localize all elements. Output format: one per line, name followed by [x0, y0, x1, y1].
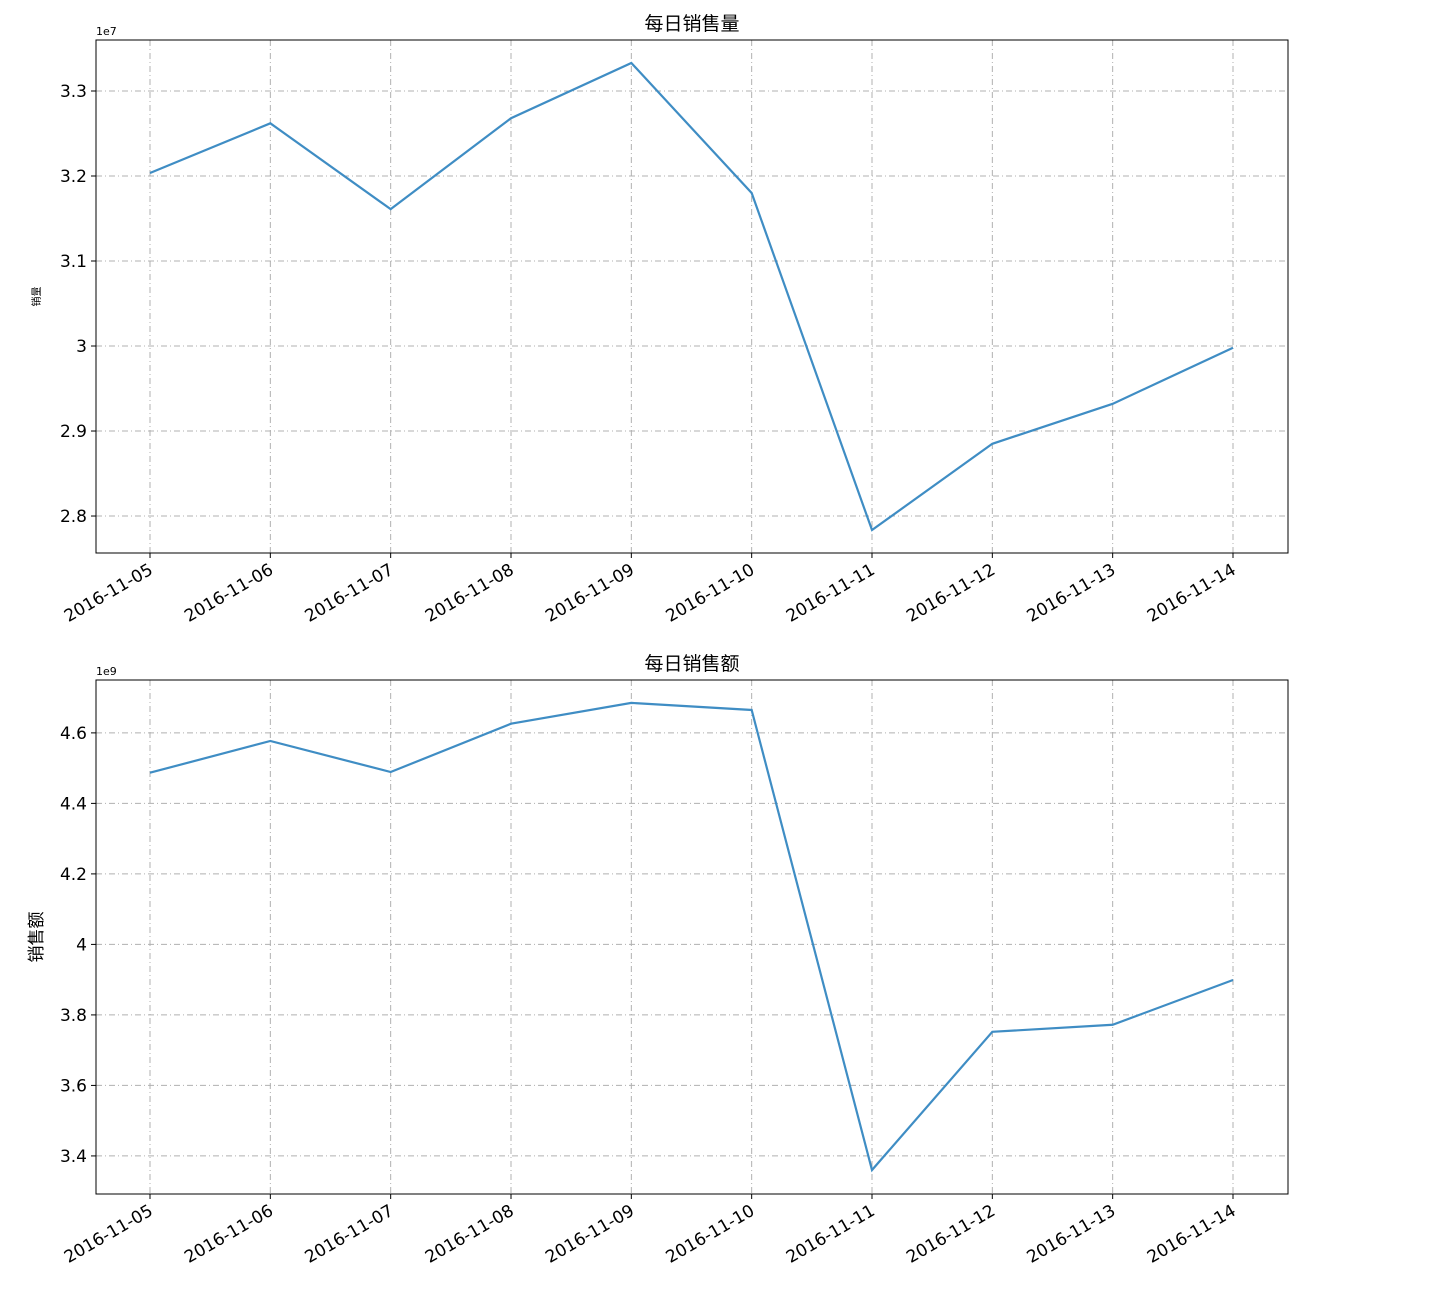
- y-tick-label: 4.6: [60, 724, 87, 744]
- x-tick-label: 2016-11-07: [302, 1201, 398, 1268]
- plot-frame: [95, 39, 1289, 554]
- x-tick-label: 2016-11-07: [302, 560, 398, 627]
- subplot: 每日销售量 1e7 销量 2.8 2.9 3 3.1 3.2 3.3 2016-11-05 2016…: [30, 13, 1289, 627]
- x-tick-label: 2016-11-11: [783, 1201, 879, 1268]
- y-tick-label: 3.8: [60, 1006, 87, 1026]
- x-tick-label: 2016-11-09: [542, 560, 638, 627]
- y-tick-label: 3.2: [60, 167, 87, 187]
- chart-title: 每日销售量: [644, 13, 739, 35]
- x-tick-label: 2016-11-05: [61, 1201, 157, 1268]
- x-tick-label: 2016-11-10: [663, 560, 759, 627]
- y-tick-label: 2.9: [60, 422, 87, 442]
- y-tick-label: 3.3: [60, 82, 87, 102]
- y-tick-label: 3.6: [60, 1076, 87, 1096]
- offset-label: 1e7: [96, 25, 117, 38]
- data-line: [149, 701, 1234, 1173]
- x-tick-label: 2016-11-12: [903, 560, 999, 627]
- x-tick-label: 2016-11-14: [1144, 1201, 1240, 1268]
- x-tick-label: 2016-11-09: [542, 1201, 638, 1268]
- y-tick-label: 2.8: [60, 507, 87, 527]
- y-axis-label: 销售额: [27, 912, 47, 963]
- y-tick-label: 4.2: [60, 865, 87, 885]
- x-tick-label: 2016-11-13: [1024, 560, 1120, 627]
- x-tick-label: 2016-11-08: [422, 560, 518, 627]
- chart-title: 每日销售额: [644, 653, 739, 675]
- offset-label: 1e9: [96, 665, 117, 678]
- y-tick-label: 3.1: [60, 252, 87, 272]
- x-tick-label: 2016-11-10: [663, 1201, 759, 1268]
- x-tick-label: 2016-11-08: [422, 1201, 518, 1268]
- y-tick-label: 3: [76, 337, 87, 357]
- x-tick-label: 2016-11-14: [1144, 560, 1240, 627]
- x-tick-label: 2016-11-06: [181, 560, 277, 627]
- x-tick-label: 2016-11-12: [903, 1201, 999, 1268]
- x-tick-label: 2016-11-06: [181, 1201, 277, 1268]
- subplot: 每日销售额 1e9 销售额 3.4 3.6 3.8 4 4.2 4.4 4.6 2016-11-05…: [27, 653, 1289, 1268]
- data-line: [149, 61, 1234, 532]
- x-tick-label: 2016-11-05: [61, 560, 157, 627]
- x-tick-label: 2016-11-11: [783, 560, 879, 627]
- y-tick-label: 3.4: [60, 1147, 87, 1167]
- plot-frame: [95, 679, 1289, 1195]
- x-tick-label: 2016-11-13: [1024, 1201, 1120, 1268]
- y-tick-label: 4.4: [60, 794, 87, 814]
- y-tick-label: 4: [76, 935, 87, 955]
- y-axis-label: 销量: [30, 287, 43, 307]
